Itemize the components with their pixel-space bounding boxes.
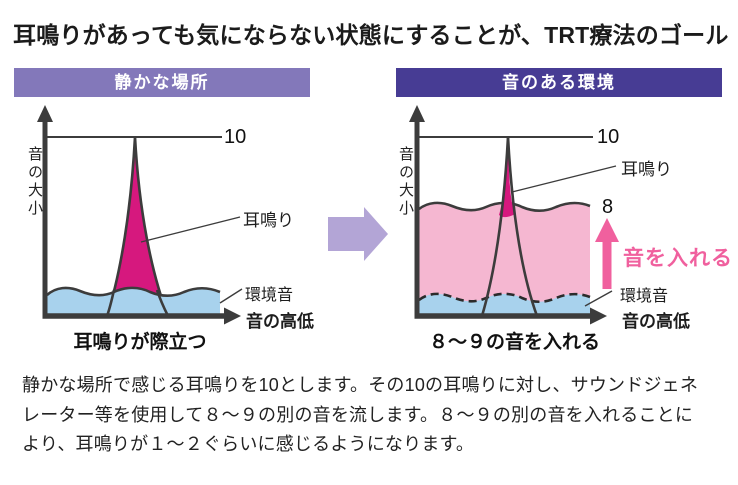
panel-right-header: 音のある環境 xyxy=(396,68,722,97)
description-line: 静かな場所で感じる耳鳴りを10とします。その10の耳鳴りに対し、サウンドジェネ xyxy=(22,375,699,395)
panel-left-header: 静かな場所 xyxy=(14,68,310,97)
ambient-band-shape xyxy=(419,293,590,316)
x-axis-arrow-icon xyxy=(590,307,607,325)
right-peak-value-label: 10 xyxy=(597,126,620,148)
ambient-pointer-line xyxy=(219,288,243,304)
left-ambient-label: 環境音 xyxy=(245,287,294,304)
description-paragraph: 静かな場所で感じる耳鳴りを10とします。その10の耳鳴りに対し、サウンドジェネ … xyxy=(22,371,728,460)
description-line: より、耳鳴りが１〜２ぐらいに感じるようになります。 xyxy=(22,434,475,454)
sound-environment-chart xyxy=(409,105,619,325)
transition-arrow-icon xyxy=(328,207,388,261)
add-sound-label: 音を入れる xyxy=(623,247,733,270)
left-y-axis-label: 音の大小 xyxy=(26,146,43,218)
y-axis-arrow-icon xyxy=(409,105,425,122)
left-peak-value-label: 10 xyxy=(224,126,247,148)
added-sound-band-shape xyxy=(419,202,590,316)
left-x-axis-label: 音の高低 xyxy=(246,312,314,331)
right-x-axis-label: 音の高低 xyxy=(622,312,690,331)
add-sound-arrow-shaft xyxy=(602,240,612,289)
right-sound-level-label: 8 xyxy=(602,196,614,218)
y-axis-arrow-icon xyxy=(37,105,53,122)
left-chart-caption: 耳鳴りが際立つ xyxy=(73,332,207,353)
page-title: 耳鳴りがあっても気にならない状態にすることが、TRT療法のゴール xyxy=(13,22,729,48)
tinnitus-peak-left-edge xyxy=(480,136,510,317)
tinnitus-pointer-line xyxy=(140,216,241,243)
ambient-band-dashed-line xyxy=(418,292,591,304)
right-chart-caption: ８〜９の音を入れる xyxy=(428,332,600,353)
ambient-pointer-line xyxy=(584,290,613,307)
tinnitus-peak-right-edge xyxy=(506,136,539,317)
ambient-band-wave-line xyxy=(46,286,221,298)
x-axis-arrow-icon xyxy=(224,307,241,325)
right-ambient-label: 環境音 xyxy=(620,288,669,305)
add-sound-arrow-icon xyxy=(595,218,619,242)
right-y-axis-label: 音の大小 xyxy=(397,146,414,218)
quiet-place-chart xyxy=(37,105,243,325)
tinnitus-pointer-line xyxy=(511,165,617,193)
right-tinnitus-label: 耳鳴り xyxy=(621,160,672,179)
left-tinnitus-label: 耳鳴り xyxy=(243,211,294,230)
ambient-band-shape xyxy=(47,287,220,316)
description-line: レーター等を使用して８〜９の別の音を流します。８〜９の別の音を入れることに xyxy=(22,404,694,425)
